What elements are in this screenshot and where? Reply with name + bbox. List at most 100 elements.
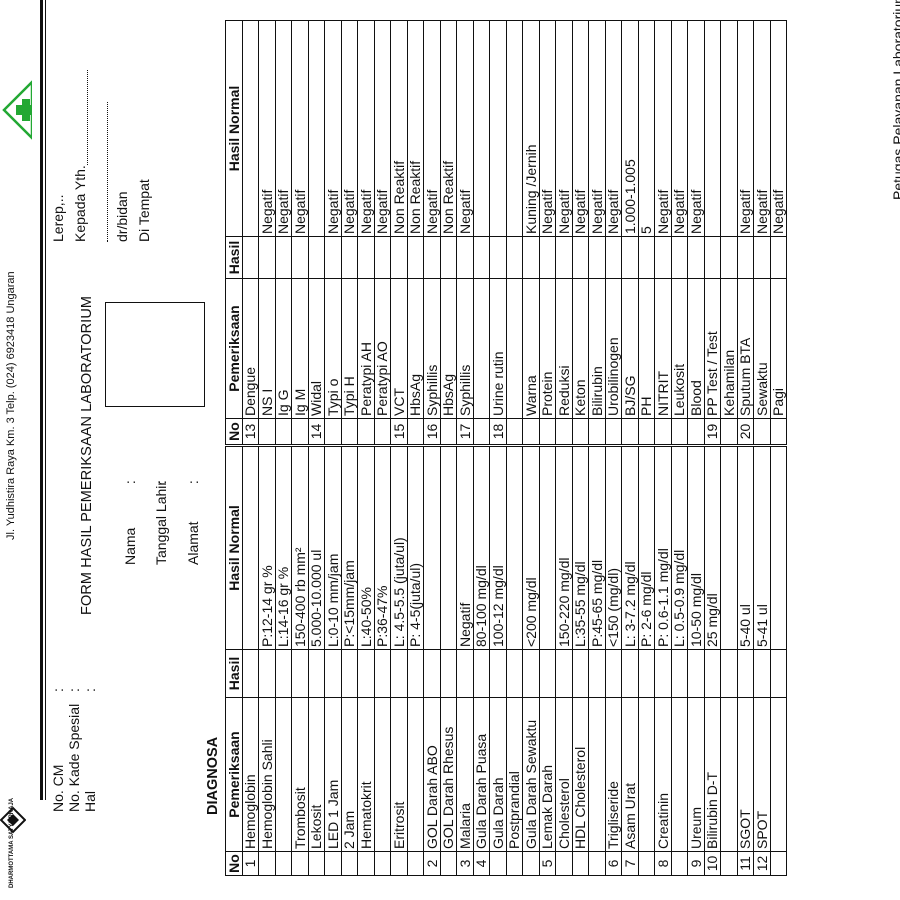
- result-cell[interactable]: [539, 649, 556, 698]
- result-cell[interactable]: [423, 236, 440, 279]
- result-cell[interactable]: [308, 236, 325, 279]
- result-cell[interactable]: [357, 649, 374, 698]
- result-cell[interactable]: [390, 236, 407, 279]
- result-cell[interactable]: [489, 649, 506, 698]
- result-cell[interactable]: [390, 649, 407, 698]
- result-cell[interactable]: [341, 236, 358, 279]
- normal-range: [423, 446, 440, 650]
- result-cell[interactable]: [506, 649, 523, 698]
- result-cell[interactable]: [291, 236, 308, 279]
- result-cell[interactable]: [275, 236, 292, 279]
- result-cell[interactable]: [275, 649, 292, 698]
- result-cell[interactable]: [737, 649, 754, 698]
- result-cell[interactable]: [621, 236, 638, 279]
- result-cell[interactable]: [242, 649, 259, 698]
- test-name: Sewaktu: [753, 278, 770, 419]
- result-cell[interactable]: [638, 236, 655, 279]
- normal-range: L: 3-7.2 mg/dl: [621, 446, 638, 650]
- normal-range: 5: [638, 20, 655, 237]
- result-cell[interactable]: [291, 649, 308, 698]
- col-hasil: Hasil: [225, 649, 242, 698]
- result-cell[interactable]: [654, 649, 671, 698]
- colon: :: [66, 688, 82, 692]
- kepada-label: Kepada Yth.: [72, 165, 88, 242]
- result-cell[interactable]: [423, 649, 440, 698]
- row-number: [275, 418, 292, 445]
- result-cell[interactable]: [456, 236, 473, 279]
- row-number: [572, 418, 589, 445]
- result-cell[interactable]: [687, 649, 704, 698]
- result-cell[interactable]: [522, 649, 539, 698]
- result-cell[interactable]: [539, 236, 556, 279]
- result-cell[interactable]: [374, 236, 391, 279]
- result-cell[interactable]: [770, 236, 787, 279]
- test-name: LED 1 Jam: [324, 697, 341, 852]
- result-cell[interactable]: [687, 236, 704, 279]
- test-name: Sputum BTA: [737, 278, 754, 419]
- letterhead-divider-thin: [45, 0, 46, 800]
- normal-range: Negatif: [456, 446, 473, 650]
- result-cell[interactable]: [324, 236, 341, 279]
- result-cell[interactable]: [473, 649, 490, 698]
- result-cell[interactable]: [621, 649, 638, 698]
- result-cell[interactable]: [522, 236, 539, 279]
- normal-range: L:0-10 mm/jam: [324, 446, 341, 650]
- result-cell[interactable]: [605, 236, 622, 279]
- result-cell[interactable]: [572, 236, 589, 279]
- result-cell[interactable]: [704, 649, 721, 698]
- test-name: [275, 697, 292, 852]
- table-row: 7 Asam Urat L: 3-7.2 mg/dl: [621, 446, 638, 876]
- result-cell[interactable]: [506, 236, 523, 279]
- result-cell[interactable]: [720, 236, 737, 279]
- tanggal-lahir-label: Tanggal Lahir: [153, 480, 169, 565]
- result-cell[interactable]: [770, 649, 787, 698]
- normal-range: [242, 20, 259, 237]
- table-row: Leukosit Negatif: [671, 20, 688, 445]
- result-cell[interactable]: [456, 649, 473, 698]
- result-cell[interactable]: [555, 236, 572, 279]
- result-cell[interactable]: [638, 649, 655, 698]
- result-cell[interactable]: [654, 236, 671, 279]
- kepada-row: Kepada Yth.: [72, 70, 88, 242]
- result-cell[interactable]: [605, 649, 622, 698]
- result-cell[interactable]: [671, 236, 688, 279]
- normal-range: Non Reaktif: [440, 20, 457, 237]
- row-number: [440, 851, 457, 876]
- result-cell[interactable]: [258, 649, 275, 698]
- result-cell[interactable]: [720, 649, 737, 698]
- result-cell[interactable]: [341, 649, 358, 698]
- result-cell[interactable]: [737, 236, 754, 279]
- test-name: Reduksi: [555, 278, 572, 419]
- test-name: PH: [638, 278, 655, 419]
- result-cell[interactable]: [473, 236, 490, 279]
- row-number: [258, 418, 275, 445]
- result-cell[interactable]: [407, 236, 424, 279]
- result-cell[interactable]: [555, 649, 572, 698]
- row-number: 17: [456, 418, 473, 445]
- result-cell[interactable]: [588, 649, 605, 698]
- result-cell[interactable]: [374, 649, 391, 698]
- result-cell[interactable]: [242, 236, 259, 279]
- result-cell[interactable]: [489, 236, 506, 279]
- test-name: Protein: [539, 278, 556, 419]
- table-row: 10 Bilirubin D-T 25 mg/dl: [704, 446, 721, 876]
- result-cell[interactable]: [671, 649, 688, 698]
- normal-range: Negatif: [654, 20, 671, 237]
- normal-range: Negatif: [423, 20, 440, 237]
- result-cell[interactable]: [324, 649, 341, 698]
- result-cell[interactable]: [704, 236, 721, 279]
- result-cell[interactable]: [753, 649, 770, 698]
- result-cell[interactable]: [357, 236, 374, 279]
- result-cell[interactable]: [258, 236, 275, 279]
- table-row: HDL Cholesterol L:35-55 mg/dl: [572, 446, 589, 876]
- result-cell[interactable]: [407, 649, 424, 698]
- result-cell[interactable]: [753, 236, 770, 279]
- result-cell[interactable]: [308, 649, 325, 698]
- result-cell[interactable]: [440, 236, 457, 279]
- result-cell[interactable]: [440, 649, 457, 698]
- test-name: [473, 278, 490, 419]
- result-cell[interactable]: [588, 236, 605, 279]
- result-cell[interactable]: [572, 649, 589, 698]
- normal-range: P:<15mm/jam: [341, 446, 358, 650]
